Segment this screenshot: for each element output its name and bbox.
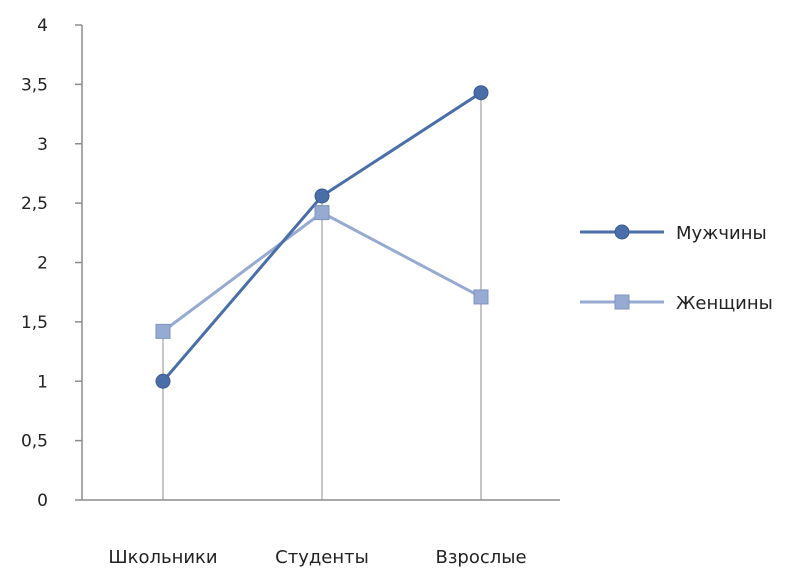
y-tick-label: 3: [37, 135, 48, 155]
y-tick-label: 1: [37, 372, 48, 392]
legend: Мужчины Женщины: [580, 223, 773, 314]
legend-marker: [614, 294, 630, 310]
data-point-marker: [473, 85, 489, 101]
y-tick-label: 2,5: [21, 194, 48, 214]
legend-marker: [614, 224, 630, 240]
y-tick-label: 2: [37, 254, 48, 274]
legend-label: Женщины: [676, 293, 773, 314]
data-point-marker: [314, 188, 330, 204]
y-tick-label: 4: [37, 16, 48, 36]
x-axis-labels: Школьники Студенты Взрослые: [108, 547, 526, 568]
x-category-label: Школьники: [108, 547, 217, 568]
data-point-marker: [155, 373, 171, 389]
legend-label: Мужчины: [676, 223, 767, 244]
markers-group: [155, 85, 489, 389]
y-tick-label: 0,5: [21, 432, 48, 452]
data-point-marker: [314, 205, 330, 221]
x-category-label: Взрослые: [435, 547, 526, 568]
y-tick-label: 3,5: [21, 75, 48, 95]
x-category-label: Студенты: [275, 547, 369, 568]
y-tick-label: 1,5: [21, 313, 48, 333]
y-tick-label: 0: [37, 491, 48, 511]
data-point-marker: [155, 323, 171, 339]
y-axis-ticks: 0 0,5 1 1,5 2 2,5 3 3,5 4: [21, 16, 82, 511]
axes-group: [81, 25, 560, 501]
data-point-marker: [473, 289, 489, 305]
